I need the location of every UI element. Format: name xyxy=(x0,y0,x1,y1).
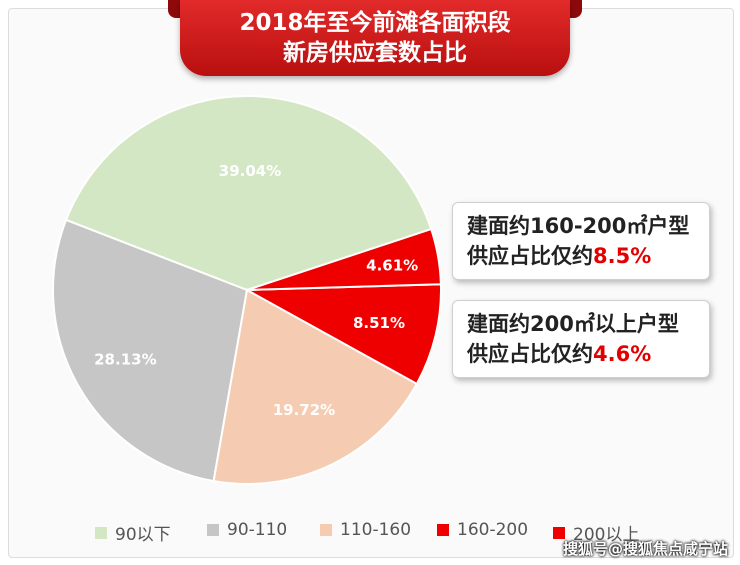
legend-item-160-200: 160-200 xyxy=(437,520,528,540)
pie-label-160-200: 8.51% xyxy=(353,314,405,332)
pie-slice-160-200 xyxy=(243,283,442,386)
callout-200-plus-prefix: 供应占比仅约 xyxy=(467,342,593,366)
pie-label-90-below: 39.04% xyxy=(219,162,281,180)
chart-legend: 90以下 90-110 110-160 160-200 200以上 xyxy=(95,520,655,546)
legend-swatch-90-below xyxy=(95,526,107,539)
banner-tab-right xyxy=(568,0,582,18)
chart-title-line2: 新房供应套数占比 xyxy=(283,40,467,66)
callout-160-200-value: 8.5% xyxy=(593,244,652,268)
watermark: 搜狐号@搜狐焦点咸宁站 xyxy=(562,540,728,558)
legend-swatch-110-160 xyxy=(320,524,332,536)
callout-200-plus-value: 4.6% xyxy=(593,342,652,366)
legend-label-90-below: 90以下 xyxy=(115,525,171,545)
pie-slice-90-below xyxy=(64,95,433,292)
pie-slice-110-160 xyxy=(212,288,419,485)
legend-swatch-160-200 xyxy=(437,524,449,536)
pie-slice-90-110 xyxy=(52,218,249,483)
chart-title-line1: 2018年至今前滩各面积段 xyxy=(239,10,511,36)
banner-tab-left xyxy=(168,0,182,18)
legend-item-90-110: 90-110 xyxy=(207,520,287,540)
callout-200-plus: 建面约200㎡以上户型 供应占比仅约4.6% xyxy=(452,300,710,378)
legend-item-90-below: 90以下 xyxy=(95,520,171,545)
chart-title-banner: 2018年至今前滩各面积段 新房供应套数占比 xyxy=(180,0,570,76)
legend-swatch-200-plus xyxy=(553,526,565,539)
legend-item-200-plus: 200以上 xyxy=(553,520,639,545)
legend-label-160-200: 160-200 xyxy=(457,520,529,540)
legend-swatch-90-110 xyxy=(207,524,219,536)
legend-label-90-110: 90-110 xyxy=(227,520,288,540)
callout-160-200-line1: 建面约160-200㎡户型 xyxy=(467,214,690,238)
legend-item-110-160: 110-160 xyxy=(320,520,411,540)
pie-label-90-110: 28.13% xyxy=(94,351,156,369)
pie-label-200-plus: 4.61% xyxy=(366,256,418,274)
callout-160-200-prefix: 供应占比仅约 xyxy=(467,244,593,268)
legend-label-200-plus: 200以上 xyxy=(573,525,640,545)
pie-label-110-160: 19.72% xyxy=(273,401,335,419)
callout-200-plus-line1: 建面约200㎡以上户型 xyxy=(467,312,679,336)
callout-160-200: 建面约160-200㎡户型 供应占比仅约8.5% xyxy=(452,202,710,280)
pie-slice-200-plus xyxy=(246,227,442,291)
legend-label-110-160: 110-160 xyxy=(340,520,412,540)
